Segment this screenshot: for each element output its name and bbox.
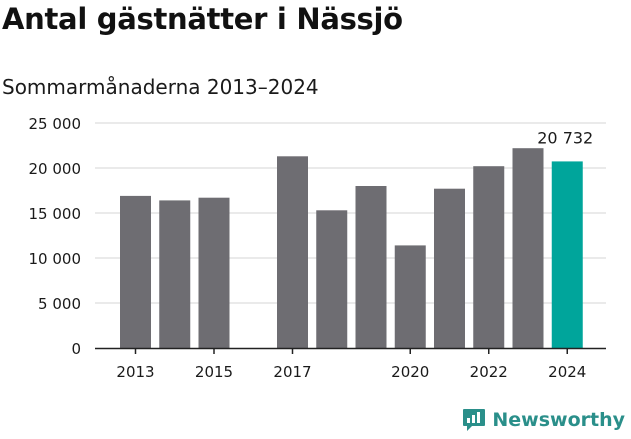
y-tick-label: 25 000 [29, 115, 82, 133]
bar [434, 188, 465, 348]
bar [355, 186, 387, 348]
bar [551, 161, 583, 348]
y-tick-label: 20 000 [29, 160, 82, 178]
bar [159, 200, 191, 348]
bar [394, 245, 426, 348]
bar [120, 195, 151, 348]
y-tick-label: 15 000 [29, 205, 82, 223]
x-tick-label: 2024 [548, 363, 586, 381]
x-tick-label: 2015 [195, 363, 233, 381]
y-tick-label: 0 [71, 340, 81, 358]
bar [277, 156, 308, 348]
bar [473, 166, 505, 348]
data-label: 20 732 [537, 128, 593, 147]
x-tick-label: 2013 [116, 363, 154, 381]
chart-subtitle: Sommarmånaderna 2013–2024 [2, 75, 319, 99]
y-tick-label: 10 000 [29, 250, 82, 268]
newsworthy-logo-icon [463, 409, 486, 431]
brand-name: Newsworthy [492, 409, 625, 431]
x-tick-label: 2017 [273, 363, 311, 381]
bar [316, 210, 348, 348]
bar [512, 148, 544, 348]
y-tick-label: 5 000 [38, 295, 81, 313]
x-tick-label: 2020 [391, 363, 429, 381]
x-tick-label: 2022 [470, 363, 508, 381]
chart-title: Antal gästnätter i Nässjö [2, 2, 403, 36]
newsworthy-logo: Newsworthy [462, 407, 625, 433]
bar [198, 197, 230, 348]
